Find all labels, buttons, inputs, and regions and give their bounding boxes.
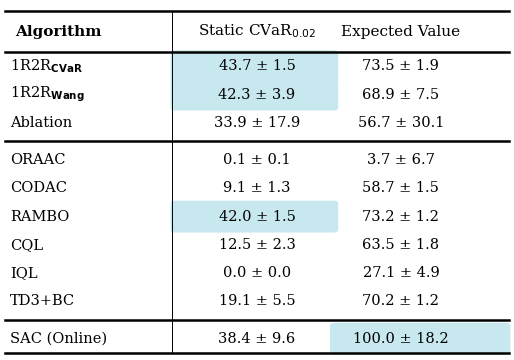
Text: 12.5 ± 2.3: 12.5 ± 2.3: [218, 238, 296, 252]
FancyBboxPatch shape: [171, 79, 338, 111]
Text: CQL: CQL: [10, 238, 43, 252]
Text: 42.0 ± 1.5: 42.0 ± 1.5: [218, 210, 296, 224]
Text: 19.1 ± 5.5: 19.1 ± 5.5: [218, 294, 296, 309]
Text: 0.0 ± 0.0: 0.0 ± 0.0: [223, 266, 291, 280]
Text: 63.5 ± 1.8: 63.5 ± 1.8: [362, 238, 439, 252]
Text: 43.7 ± 1.5: 43.7 ± 1.5: [218, 59, 296, 73]
Text: 27.1 ± 4.9: 27.1 ± 4.9: [362, 266, 439, 280]
Text: 38.4 ± 9.6: 38.4 ± 9.6: [218, 332, 296, 346]
Text: 56.7 ± 30.1: 56.7 ± 30.1: [358, 116, 444, 130]
Text: 42.3 ± 3.9: 42.3 ± 3.9: [218, 87, 296, 102]
Text: Static CVaR$_{0.02}$: Static CVaR$_{0.02}$: [198, 23, 316, 40]
FancyBboxPatch shape: [171, 201, 338, 233]
Text: TD3+BC: TD3+BC: [10, 294, 76, 309]
Text: SAC (Online): SAC (Online): [10, 332, 107, 346]
Text: 1R2R$_{\mathbf{Wang}}$: 1R2R$_{\mathbf{Wang}}$: [10, 85, 85, 104]
Text: Algorithm: Algorithm: [15, 24, 102, 39]
Text: Ablation: Ablation: [10, 116, 72, 130]
Text: 100.0 ± 18.2: 100.0 ± 18.2: [353, 332, 449, 346]
Text: 33.9 ± 17.9: 33.9 ± 17.9: [214, 116, 300, 130]
Text: 58.7 ± 1.5: 58.7 ± 1.5: [362, 181, 439, 195]
Text: Expected Value: Expected Value: [341, 24, 461, 39]
Text: 70.2 ± 1.2: 70.2 ± 1.2: [362, 294, 439, 309]
Text: 73.5 ± 1.9: 73.5 ± 1.9: [362, 59, 439, 73]
FancyBboxPatch shape: [330, 323, 510, 355]
Text: 1R2R$_{\mathbf{CVaR}}$: 1R2R$_{\mathbf{CVaR}}$: [10, 58, 83, 75]
Text: RAMBO: RAMBO: [10, 210, 70, 224]
Text: ORAAC: ORAAC: [10, 153, 66, 167]
Text: 0.1 ± 0.1: 0.1 ± 0.1: [223, 153, 291, 167]
Text: 73.2 ± 1.2: 73.2 ± 1.2: [362, 210, 439, 224]
FancyBboxPatch shape: [171, 50, 338, 82]
Text: IQL: IQL: [10, 266, 38, 280]
Text: 68.9 ± 7.5: 68.9 ± 7.5: [362, 87, 439, 102]
Text: CODAC: CODAC: [10, 181, 67, 195]
Text: 3.7 ± 6.7: 3.7 ± 6.7: [367, 153, 435, 167]
Text: 9.1 ± 1.3: 9.1 ± 1.3: [223, 181, 291, 195]
